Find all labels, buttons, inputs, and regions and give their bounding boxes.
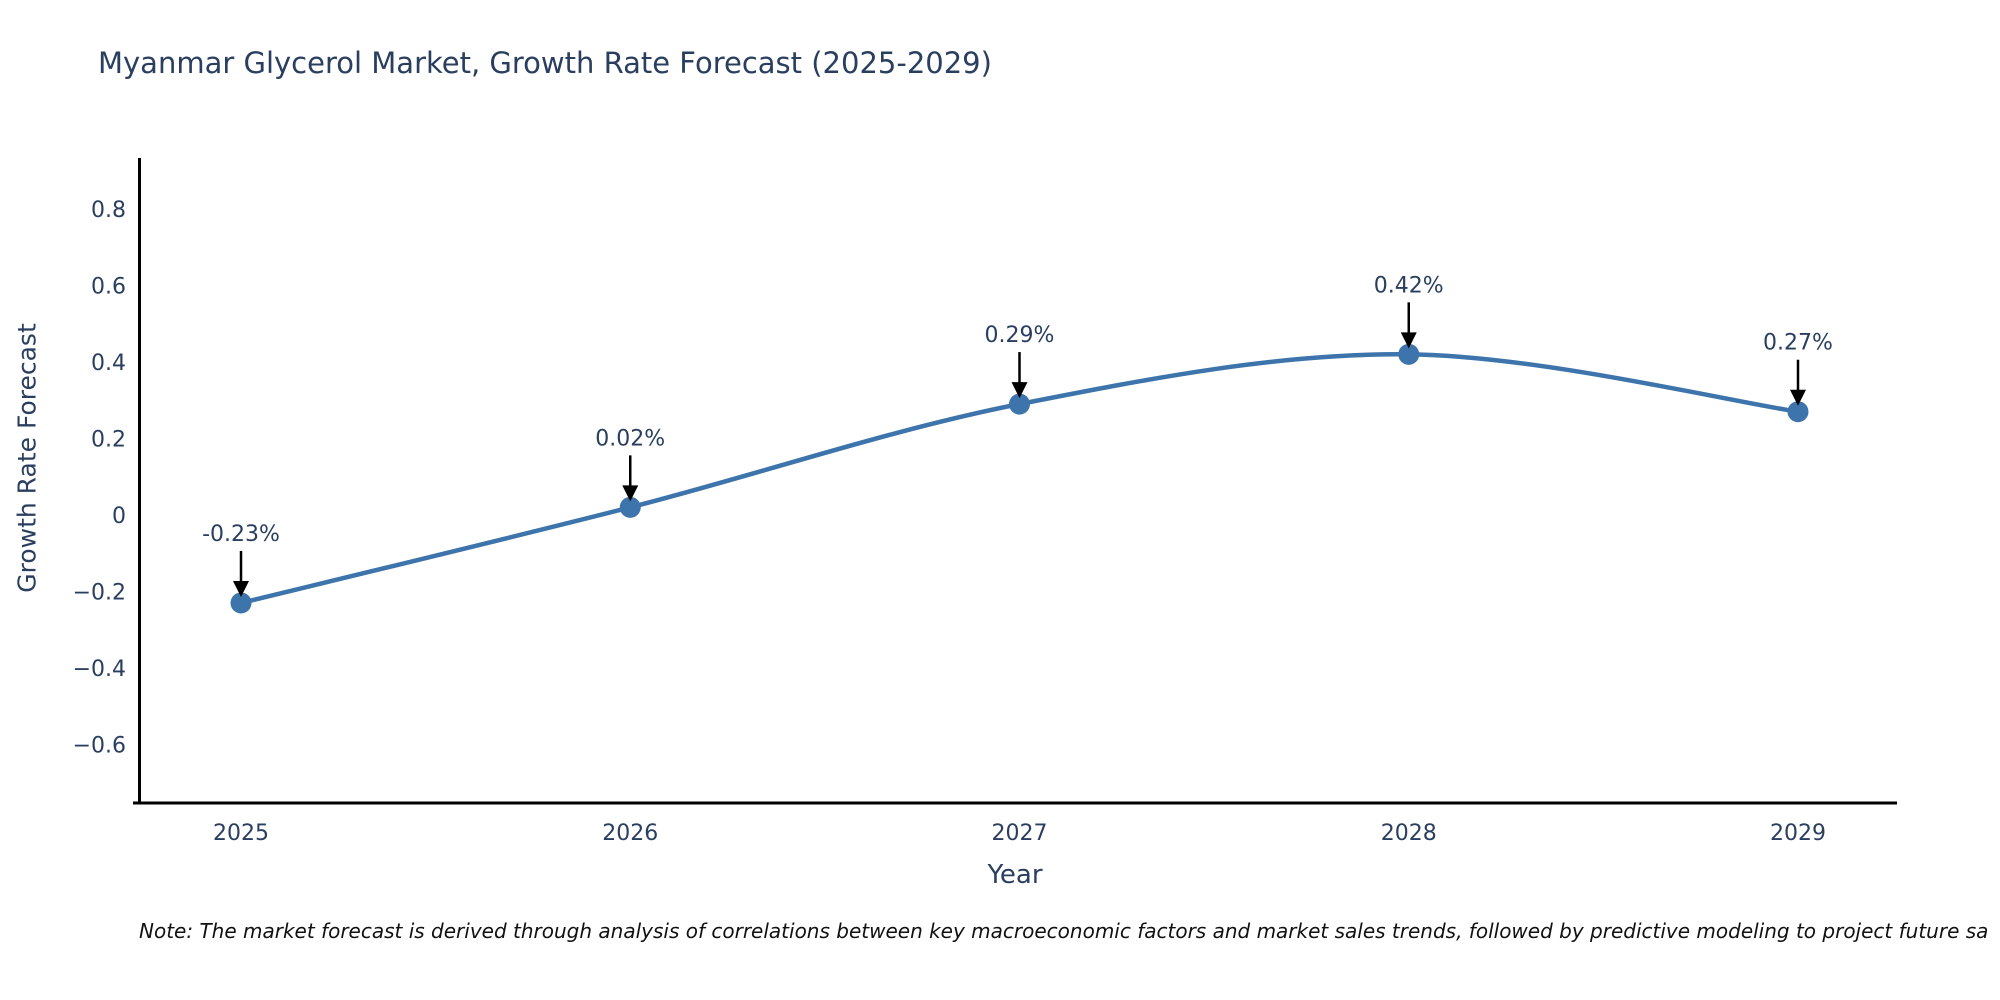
x-axis-title: Year <box>987 860 1043 890</box>
y-tick-label: −0.2 <box>73 581 126 606</box>
y-tick-label: −0.6 <box>73 734 126 759</box>
y-tick-label: 0.4 <box>91 351 126 376</box>
annotation-label: 0.02% <box>595 426 665 451</box>
annotation-arrowhead <box>1400 332 1417 349</box>
chart-title: Myanmar Glycerol Market, Growth Rate For… <box>98 46 992 80</box>
y-tick-label: 0.8 <box>91 198 126 223</box>
y-tick-label: 0 <box>112 504 126 529</box>
data-point-marker <box>230 592 252 614</box>
annotation-arrowhead <box>1790 389 1806 406</box>
annotation-label: 0.42% <box>1374 273 1444 298</box>
annotation-label: 0.29% <box>985 323 1055 348</box>
annotation-arrowhead <box>233 580 249 597</box>
x-tick-label: 2027 <box>992 821 1048 846</box>
x-tick-label: 2029 <box>1770 821 1826 846</box>
y-tick-label: 0.2 <box>91 428 126 453</box>
y-tick-label: −0.4 <box>73 657 126 682</box>
data-point-marker <box>1009 393 1030 415</box>
annotation-arrowhead <box>622 485 639 502</box>
footnote: Note: The market forecast is derived thr… <box>139 919 1989 943</box>
data-point-marker <box>1398 343 1420 365</box>
data-point-marker <box>1787 401 1809 423</box>
y-tick-label: 0.6 <box>91 275 126 300</box>
data-point-marker <box>619 496 641 518</box>
annotation-arrowhead <box>1011 382 1028 399</box>
x-tick-label: 2026 <box>602 821 658 846</box>
annotation-label: -0.23% <box>202 522 280 547</box>
x-tick-label: 2028 <box>1381 821 1437 846</box>
annotation-label: 0.27% <box>1763 331 1833 356</box>
x-tick-label: 2025 <box>213 821 269 846</box>
